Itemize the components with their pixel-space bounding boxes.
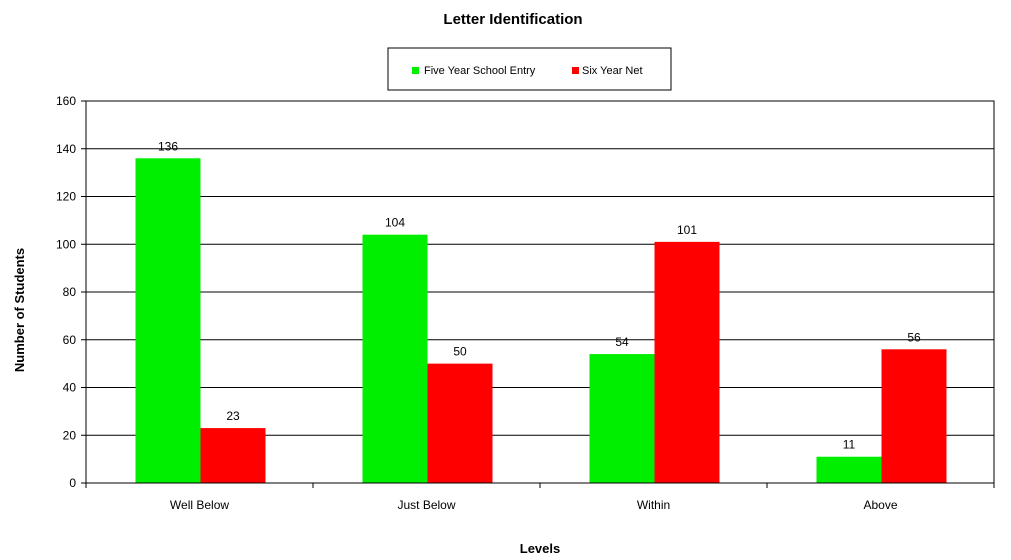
data-label: 136 xyxy=(158,139,178,153)
x-tick-label: Within xyxy=(637,498,670,512)
legend-swatch-six-year xyxy=(572,67,579,74)
x-tick-label: Above xyxy=(863,498,897,512)
axes xyxy=(81,100,995,488)
gridlines xyxy=(86,100,994,436)
data-label: 23 xyxy=(226,409,240,423)
legend-swatch-five-year xyxy=(412,67,419,74)
y-tick-label: 140 xyxy=(56,142,76,156)
data-label: 104 xyxy=(385,216,405,230)
bar xyxy=(135,158,201,484)
y-tick-label: 40 xyxy=(63,381,77,395)
labels: 0 20 40 60 80 100 120 140 160 Well Below 136 23 Just… xyxy=(56,94,921,512)
y-tick-label: 120 xyxy=(56,190,76,204)
y-tick-label: 100 xyxy=(56,237,76,251)
legend: Five Year School Entry Six Year Net xyxy=(387,47,672,91)
y-tick-label: 0 xyxy=(69,476,76,490)
bar xyxy=(362,234,428,483)
x-axis-title: Levels xyxy=(520,541,560,556)
bar xyxy=(427,363,493,483)
legend-label-six-year: Six Year Net xyxy=(582,65,643,77)
bars xyxy=(135,158,947,484)
y-tick-label: 20 xyxy=(63,428,77,442)
y-tick-label: 60 xyxy=(63,333,77,347)
data-label: 54 xyxy=(615,335,629,349)
y-axis-title: Number of Students xyxy=(12,248,27,372)
x-tick-label: Just Below xyxy=(397,498,455,512)
y-tick-label: 160 xyxy=(56,94,76,108)
bar xyxy=(881,349,947,483)
data-label: 50 xyxy=(453,345,467,359)
bar xyxy=(654,241,720,483)
y-tick-label: 80 xyxy=(63,285,77,299)
data-label: 101 xyxy=(677,223,697,237)
bar xyxy=(816,456,882,483)
x-tick-label: Well Below xyxy=(170,498,229,512)
chart-title: Letter Identification xyxy=(443,11,582,28)
bar xyxy=(200,428,266,483)
bar xyxy=(589,354,655,483)
data-label: 56 xyxy=(907,330,921,344)
legend-label-five-year: Five Year School Entry xyxy=(424,65,536,77)
data-label: 11 xyxy=(843,438,856,452)
legend-box xyxy=(387,47,672,91)
